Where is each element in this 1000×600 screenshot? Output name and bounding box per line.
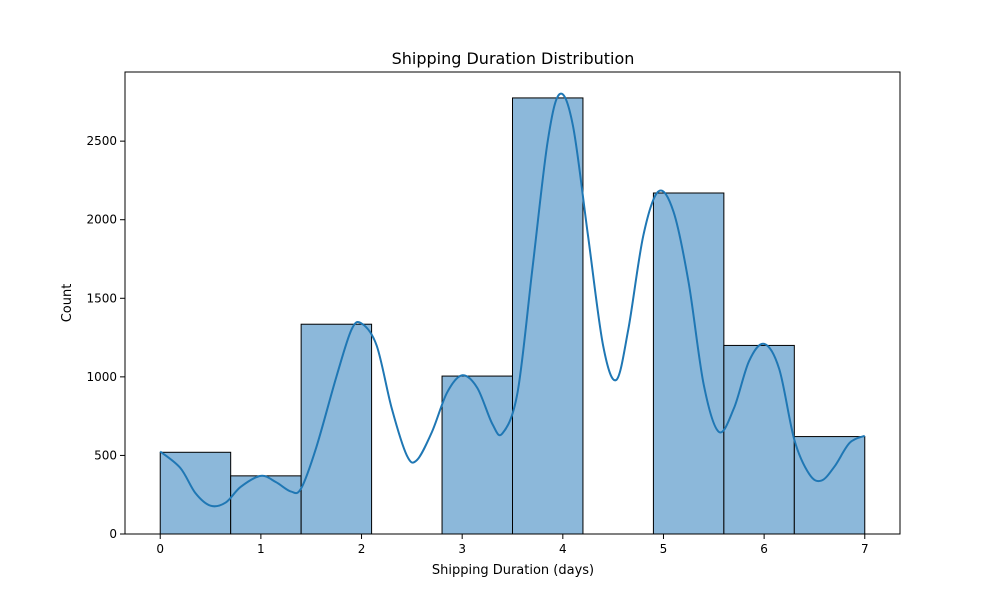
y-axis: 0 500 1000 1500 2000 2500 (86, 134, 125, 541)
plot-frame (124, 71, 901, 535)
histogram-bar-7 (652, 192, 725, 535)
y-tick-label: 2500 (86, 134, 117, 148)
x-tick-label: 1 (257, 542, 265, 556)
x-tick-label: 7 (861, 542, 869, 556)
x-axis-label: Shipping Duration (days) (432, 563, 594, 578)
x-tick-label: 2 (358, 542, 366, 556)
histogram-bar-5 (512, 97, 584, 535)
histogram-bar-4 (441, 375, 513, 535)
kde-line (159, 92, 866, 508)
x-tick-label: 6 (760, 542, 768, 556)
histogram-bar-8 (723, 344, 795, 535)
y-tick-label: 2000 (86, 213, 117, 227)
x-axis: 0 1 2 3 4 5 6 7 (156, 534, 869, 556)
histogram-bar-9 (793, 436, 866, 535)
histogram-bar-2 (300, 323, 373, 535)
chart-title: Shipping Duration Distribution (392, 49, 635, 68)
y-tick-label: 500 (94, 448, 117, 462)
y-tick-label: 1500 (86, 291, 117, 305)
y-tick-label: 1000 (86, 370, 117, 384)
y-tick-label: 0 (109, 527, 117, 541)
x-tick-label: 3 (458, 542, 466, 556)
bars-group (159, 97, 866, 535)
histogram-bar-1 (230, 475, 302, 535)
x-tick-label: 5 (660, 542, 668, 556)
x-tick-label: 4 (559, 542, 567, 556)
x-tick-label: 0 (156, 542, 164, 556)
y-axis-label: Count (60, 284, 75, 323)
